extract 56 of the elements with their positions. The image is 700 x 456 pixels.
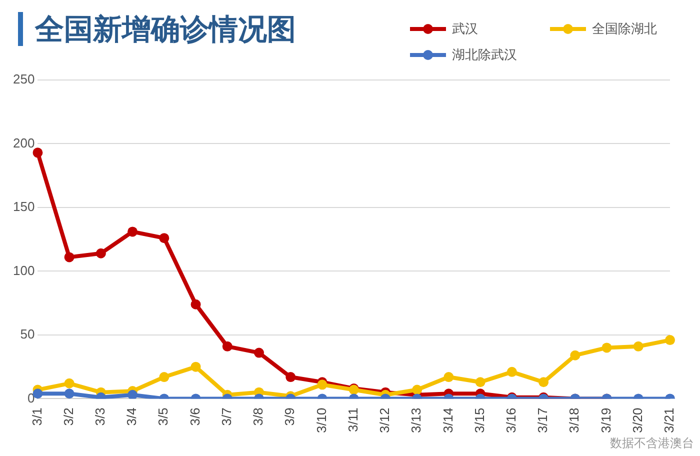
x-tick-label: 3/2 bbox=[60, 408, 76, 426]
point bbox=[665, 335, 675, 346]
point bbox=[412, 384, 422, 395]
x-tick-label: 3/5 bbox=[156, 408, 171, 426]
y-tick-label: 150 bbox=[12, 199, 35, 214]
point bbox=[538, 377, 549, 388]
point bbox=[96, 248, 106, 258]
point bbox=[570, 350, 580, 360]
x-tick-label: 3/20 bbox=[630, 408, 645, 434]
x-tick-label: 3/1 bbox=[29, 408, 44, 426]
point bbox=[64, 252, 74, 262]
x-tick-label: 3/15 bbox=[472, 408, 487, 434]
y-tick-label: 100 bbox=[12, 262, 35, 278]
x-tick-label: 3/4 bbox=[124, 408, 140, 426]
x-tick-label: 3/7 bbox=[218, 408, 234, 426]
x-tick-label: 3/18 bbox=[566, 408, 582, 434]
point bbox=[64, 378, 74, 388]
point bbox=[286, 372, 296, 382]
point bbox=[254, 348, 264, 358]
x-tick-label: 3/8 bbox=[250, 408, 266, 426]
point bbox=[317, 380, 328, 390]
point bbox=[190, 362, 201, 372]
point bbox=[602, 342, 612, 353]
y-tick-label: 250 bbox=[12, 72, 35, 87]
x-tick-label: 3/16 bbox=[504, 408, 518, 434]
x-tick-label: 3/12 bbox=[377, 408, 392, 434]
point bbox=[128, 226, 138, 237]
legend-label: 武汉 bbox=[452, 21, 478, 38]
point bbox=[475, 377, 486, 388]
y-tick-label: 200 bbox=[12, 135, 35, 150]
point bbox=[128, 390, 138, 399]
point bbox=[159, 233, 170, 244]
point bbox=[64, 388, 74, 399]
y-tick-label: 50 bbox=[20, 326, 35, 342]
x-tick-label: 3/3 bbox=[92, 408, 108, 426]
x-tick-label: 3/11 bbox=[345, 408, 360, 432]
x-tick-label: 3/21 bbox=[662, 408, 677, 434]
x-tick-label: 3/13 bbox=[408, 408, 424, 434]
point bbox=[633, 341, 644, 352]
x-tick-label: 3/17 bbox=[535, 408, 550, 434]
text: 数据不含港澳台 bbox=[610, 435, 694, 452]
chart-title: 全国新增确诊情况图 bbox=[18, 12, 296, 46]
x-tick-label: 3/9 bbox=[282, 408, 298, 426]
point bbox=[32, 148, 43, 158]
point bbox=[444, 372, 454, 382]
point bbox=[159, 372, 170, 382]
y-tick-label: 0 bbox=[27, 390, 35, 406]
x-tick-label: 3/19 bbox=[598, 408, 614, 434]
x-tick-label: 3/6 bbox=[187, 408, 202, 426]
legend-label: 湖北除武汉 bbox=[452, 47, 517, 64]
x-tick-label: 3/14 bbox=[440, 408, 456, 434]
point bbox=[190, 299, 201, 310]
point bbox=[222, 341, 232, 352]
point bbox=[506, 366, 517, 377]
x-tick-label: 3/10 bbox=[314, 408, 329, 434]
legend-label: 全国除湖北 bbox=[592, 21, 657, 38]
